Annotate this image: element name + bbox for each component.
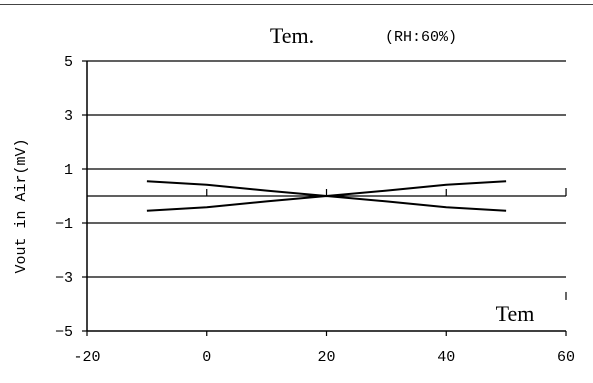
top-rule xyxy=(0,4,593,5)
y-axis-label: Vout in Air(mV) xyxy=(13,138,30,273)
y-tick-label: 5 xyxy=(64,54,73,71)
axis-layer xyxy=(82,60,567,336)
series-line-1 xyxy=(146,195,507,212)
x-tick-label: 60 xyxy=(557,349,575,366)
y-tick-label: −5 xyxy=(55,324,73,341)
series-layer xyxy=(146,180,507,212)
x-tick-label: 40 xyxy=(437,349,455,366)
y-tick-label: −1 xyxy=(55,216,73,233)
y-tick-label: 3 xyxy=(64,108,73,125)
y-tick-label: −3 xyxy=(55,270,73,287)
chart-title: Tem. xyxy=(270,23,314,48)
x-tick-label: 0 xyxy=(202,349,211,366)
label-layer: Tem. (RH:60%) Vout in Air(mV) Tem 5 3 1 −1 −… xyxy=(13,23,575,366)
x-tick-label: 20 xyxy=(317,349,335,366)
x-tick-label: -20 xyxy=(73,349,100,366)
grid-layer xyxy=(87,60,566,278)
chart-subtitle: (RH:60%) xyxy=(385,29,457,46)
y-tick-label: 1 xyxy=(64,162,73,179)
plot-annotation: Tem xyxy=(496,301,535,326)
